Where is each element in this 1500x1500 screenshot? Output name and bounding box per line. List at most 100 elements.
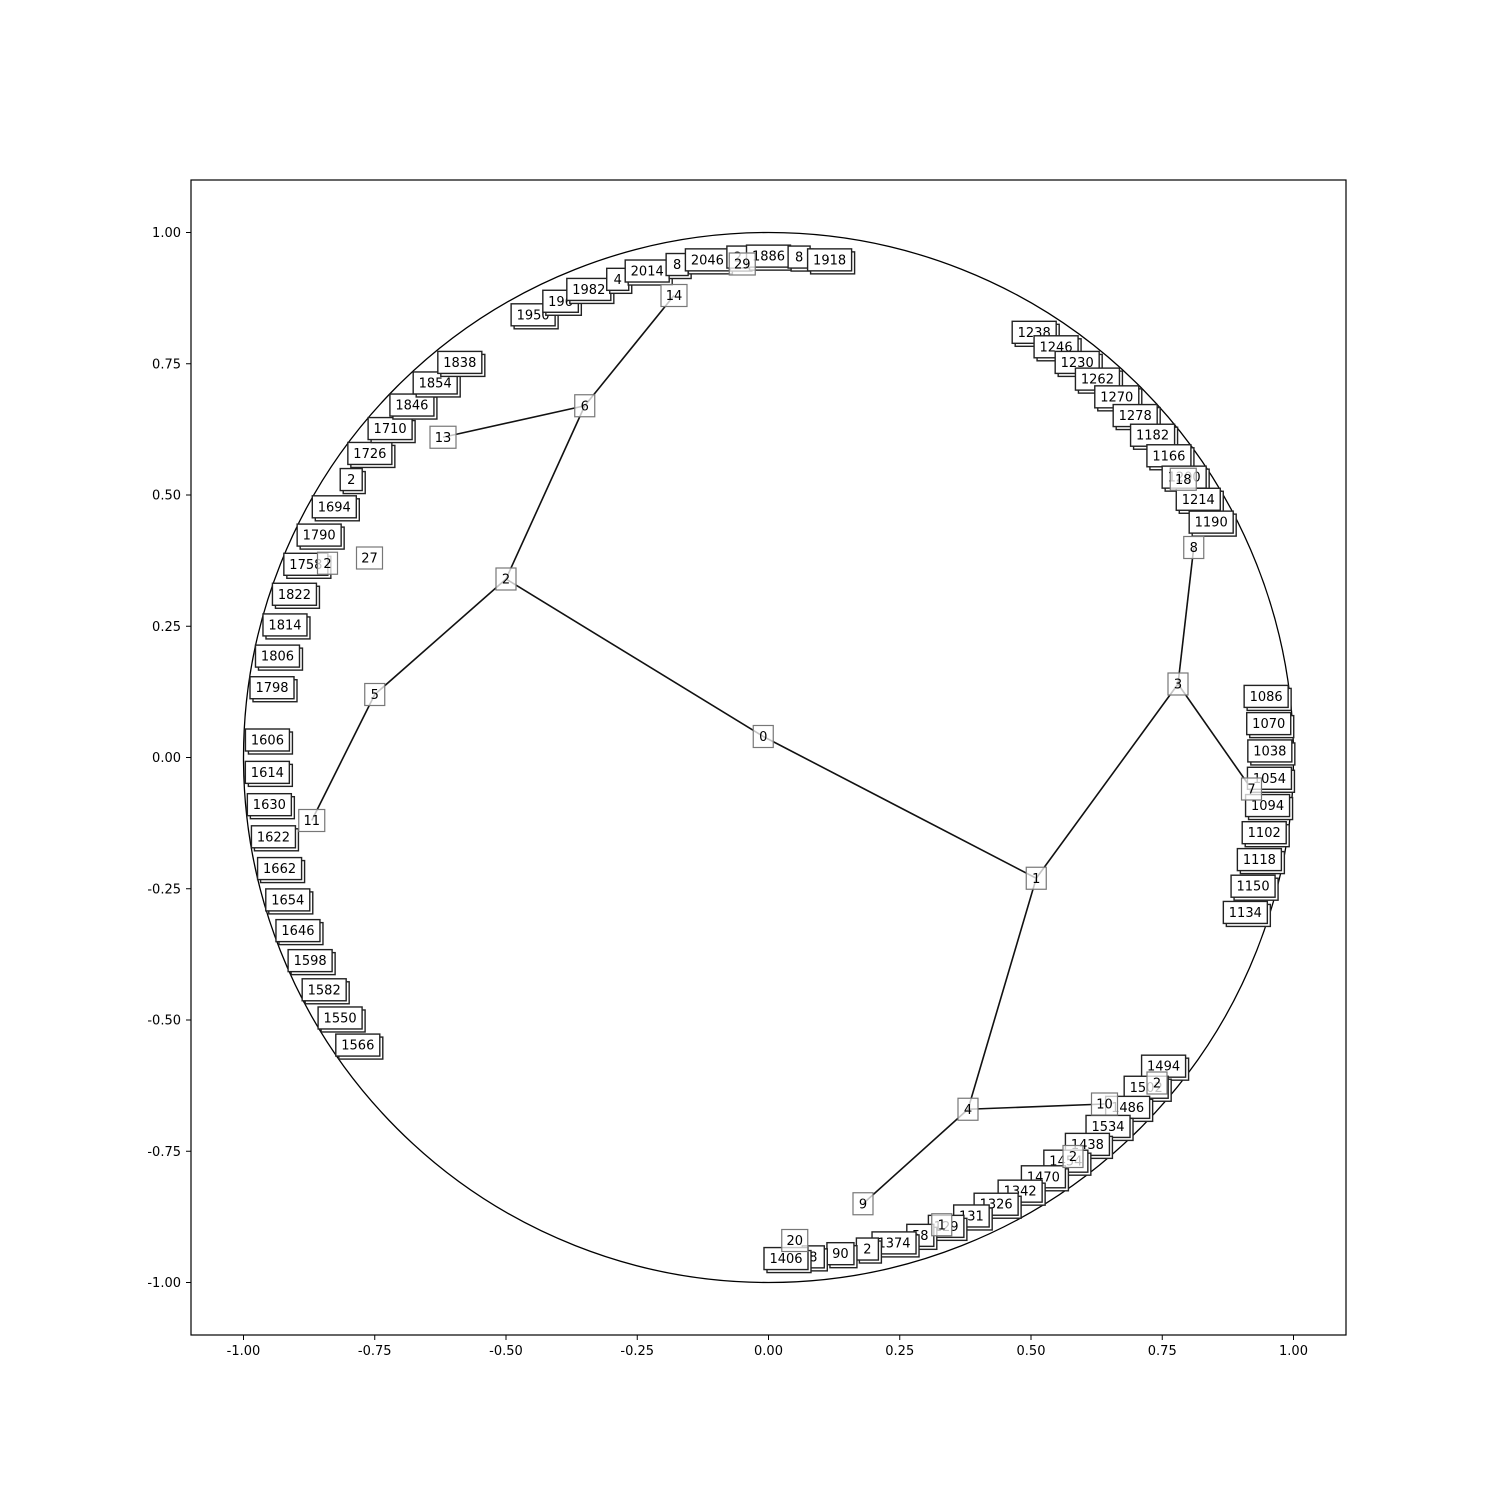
leaf-node: 1822 (271, 582, 321, 609)
internal-node: 2 (1062, 1144, 1084, 1169)
y-axis-ticks: 1.00 0.75 0.50 0.25 0.00 -0.25 -0.50 -0.75 -1.00 (147, 226, 191, 1291)
leaf-box (271, 582, 318, 606)
leaf-label: 1262 (1081, 373, 1114, 388)
internal-node: 14 (660, 283, 688, 308)
leaf-label: 2 (347, 473, 355, 488)
leaf-box (1246, 711, 1292, 736)
y-tick-label: -1.00 (147, 1276, 181, 1291)
leaf-box (1247, 739, 1293, 763)
node-label: 3 (1174, 678, 1182, 693)
leaf-label: 1654 (271, 893, 304, 908)
leaf-node: 1582 (301, 978, 350, 1005)
leaf-label: 1662 (263, 862, 296, 877)
leaf-label: 1798 (255, 681, 288, 696)
node-box (852, 1192, 874, 1216)
leaf-node: 1654 (265, 888, 314, 915)
node-box (1183, 535, 1205, 560)
leaf-label: 2 (863, 1243, 871, 1258)
leaf-box (244, 728, 291, 752)
internal-node: 18 (1169, 467, 1197, 491)
leaf-label: 1134 (1229, 906, 1262, 921)
node-box (298, 808, 326, 833)
leaf-node: 1614 (244, 760, 294, 788)
internal-node: 1 (1025, 866, 1047, 890)
leaf-label: 1582 (308, 983, 341, 998)
node-box (931, 1213, 953, 1237)
edge-6-14 (584, 294, 675, 407)
node-label: 9 (859, 1197, 867, 1212)
leaf-label: 1726 (353, 447, 386, 462)
leaf-box (1222, 900, 1269, 925)
node-box (1062, 1144, 1084, 1169)
edge-4-10 (967, 1103, 1105, 1111)
leaf-box (244, 760, 291, 785)
leaf-node: 90 (826, 1241, 858, 1269)
x-tick-label: 0.75 (1148, 1344, 1177, 1359)
internal-node: 2 (495, 567, 517, 591)
node-box (728, 252, 756, 276)
node-label: 20 (786, 1234, 803, 1249)
edge-4-9 (862, 1108, 969, 1205)
internal-node: 6 (574, 394, 596, 418)
node-box (316, 551, 339, 575)
node-label: 2 (323, 557, 331, 572)
leaf-label: 1566 (341, 1039, 374, 1054)
edge-3-8 (1177, 547, 1195, 685)
leaf-box (412, 371, 458, 395)
leaf-node: 1190 (1188, 510, 1237, 537)
internal-node: 1 (931, 1213, 953, 1237)
leaf-node: 1846 (389, 393, 438, 420)
leaf-box (246, 792, 293, 817)
node-label: 14 (666, 289, 683, 304)
y-tick-label: -0.75 (147, 1145, 181, 1160)
leaf-node: 1662 (256, 856, 306, 884)
node-box (1167, 672, 1189, 696)
node-label: 8 (1190, 541, 1198, 556)
leaf-node: 1694 (311, 495, 360, 522)
node-box (957, 1097, 979, 1121)
leaf-node: 1182 (1129, 423, 1179, 450)
leaf-node: 1710 (367, 416, 416, 444)
leaf-label: 1854 (419, 376, 452, 391)
leaf-node: 1118 (1236, 847, 1286, 875)
node-label: 4 (964, 1103, 972, 1118)
node-box (429, 425, 457, 449)
leaf-box (1243, 684, 1289, 709)
leaf-label: 1758 (289, 558, 322, 573)
edge-6-13 (442, 404, 585, 439)
leaf-node: 1630 (246, 792, 296, 820)
leaf-label: 8 (673, 258, 681, 273)
y-tick-label: 0.25 (152, 620, 181, 635)
internal-node-layer: 0 1 2 3 4 5 6 7 8 9 10 11 13 14 20 27 18 2 2 2 29 1 (298, 252, 1263, 1253)
leaf-node: 1566 (335, 1033, 384, 1060)
internal-node: 3 (1167, 672, 1189, 696)
x-tick-label: -0.75 (358, 1344, 392, 1359)
node-label: 1 (1032, 872, 1040, 887)
leaf-box (1175, 487, 1221, 511)
leaf-node: 1606 (244, 728, 294, 755)
leaf-label: 1070 (1252, 717, 1285, 732)
y-tick-label: 0.50 (152, 489, 181, 504)
leaf-label: 1622 (257, 830, 290, 845)
internal-node: 20 (781, 1228, 809, 1253)
leaf-label: 2046 (691, 253, 724, 268)
x-tick-label: 0.00 (754, 1344, 783, 1359)
node-box (781, 1228, 809, 1253)
leaf-node: 1150 (1230, 874, 1279, 901)
leaf-label: 1182 (1136, 429, 1169, 444)
leaf-box (317, 1006, 363, 1030)
leaf-label: 8 (795, 251, 803, 266)
leaf-node: 1534 (1085, 1114, 1134, 1142)
leaf-node: 1550 (317, 1006, 366, 1033)
internal-node: 4 (957, 1097, 979, 1121)
node-box (364, 682, 386, 707)
leaf-label: 1918 (813, 253, 846, 268)
node-box (1025, 866, 1047, 890)
leaf-box (262, 613, 308, 637)
leaf-label: 1598 (294, 954, 327, 969)
leaf-box (256, 856, 303, 881)
y-tick-label: 0.00 (152, 751, 181, 766)
internal-node: 7 (1240, 777, 1263, 801)
leaf-label: 1494 (1147, 1060, 1180, 1075)
leaf-label: 1814 (268, 618, 301, 633)
